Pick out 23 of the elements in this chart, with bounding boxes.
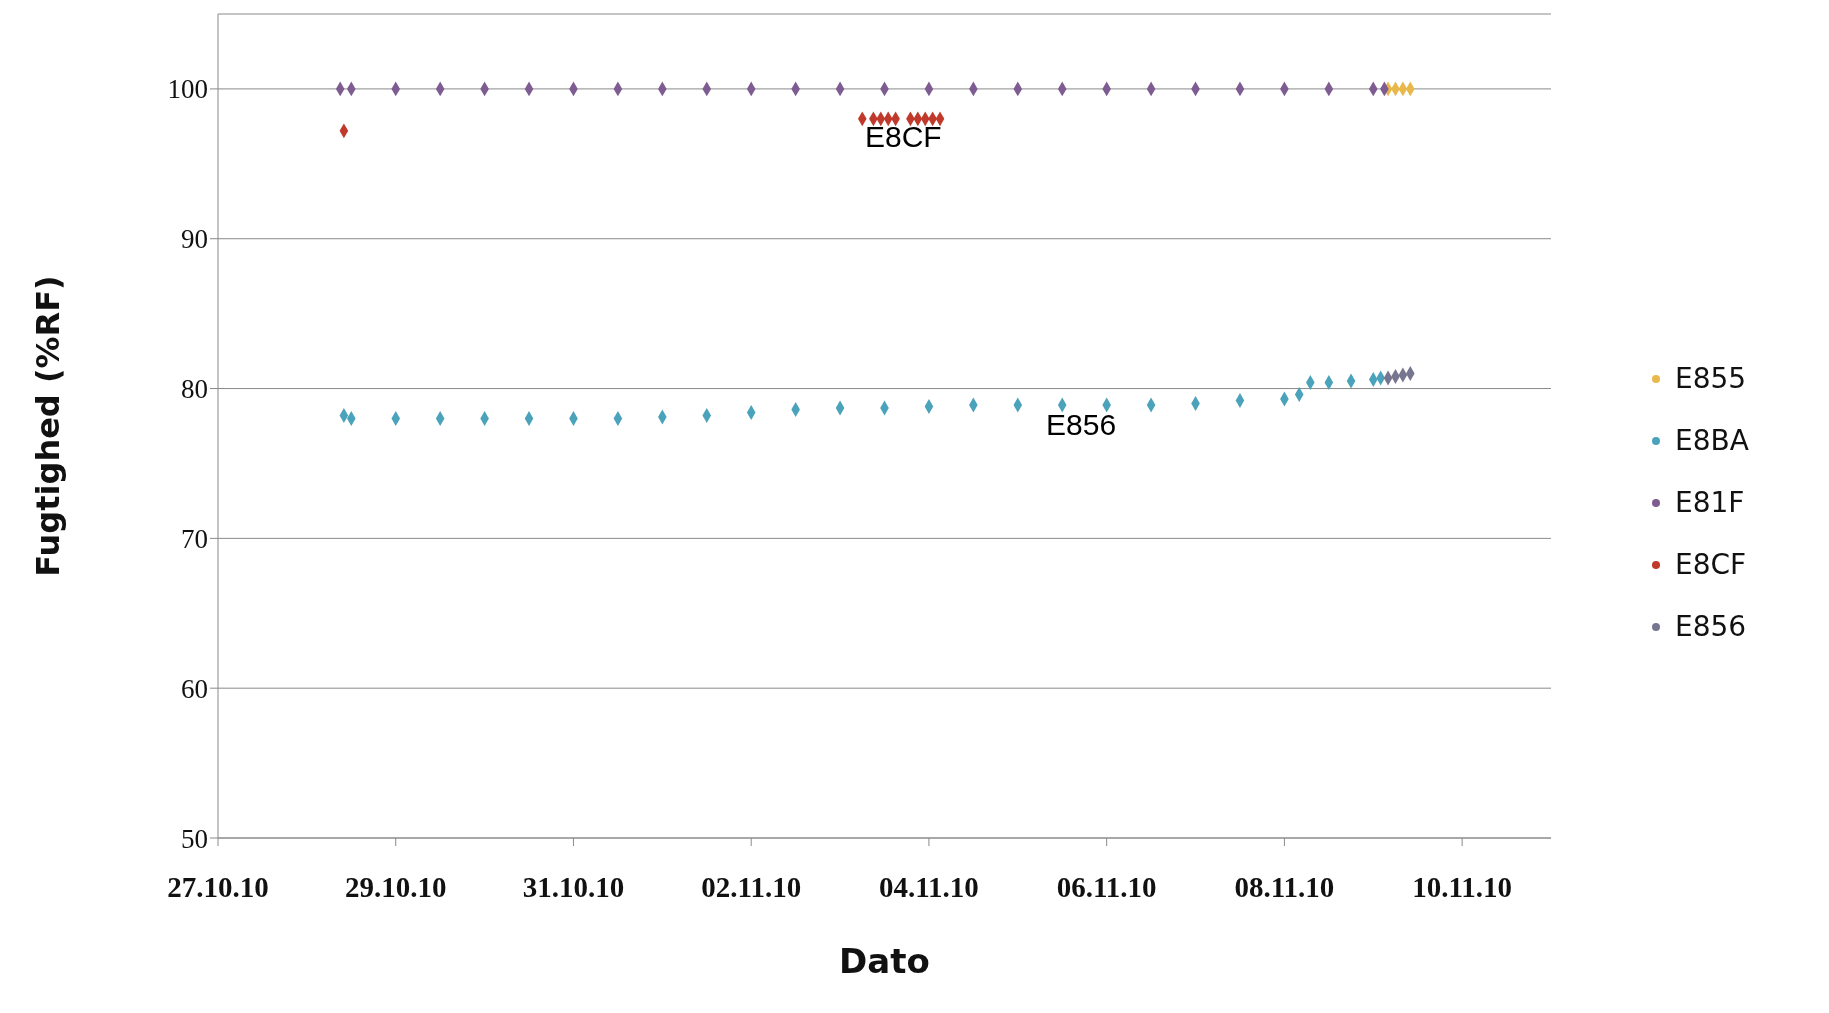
x-tick-label: 04.11.10: [878, 870, 979, 903]
x-axis-title: Dato: [839, 941, 930, 981]
y-tick-label: 90: [181, 224, 208, 255]
x-tick-label: 31.10.10: [522, 870, 625, 903]
legend-label: E8BA: [1675, 423, 1749, 459]
x-tick-label: 27.10.10: [167, 870, 269, 903]
legend-label: E855: [1675, 361, 1747, 397]
y-tick-label: 60: [181, 673, 208, 704]
y-tick-label: 100: [167, 74, 208, 105]
legend-label: E8CF: [1675, 547, 1747, 583]
y-axis-title: Fugtighed (%RF): [29, 275, 68, 577]
legend-label: E81F: [1675, 485, 1745, 521]
legend-label: E856: [1675, 609, 1747, 645]
x-tick-label: 06.11.10: [1056, 870, 1157, 903]
y-tick-label: 70: [181, 523, 208, 554]
x-tick-label: 08.11.10: [1234, 870, 1335, 903]
x-tick-label: 02.11.10: [701, 870, 802, 903]
annotation: E8CF: [865, 120, 942, 154]
x-tick-label: 10.11.10: [1412, 870, 1513, 903]
x-tick-label: 29.10.10: [344, 870, 447, 903]
y-tick-label: 50: [181, 823, 208, 854]
annotation: E856: [1046, 408, 1117, 442]
y-tick-label: 80: [181, 374, 208, 405]
